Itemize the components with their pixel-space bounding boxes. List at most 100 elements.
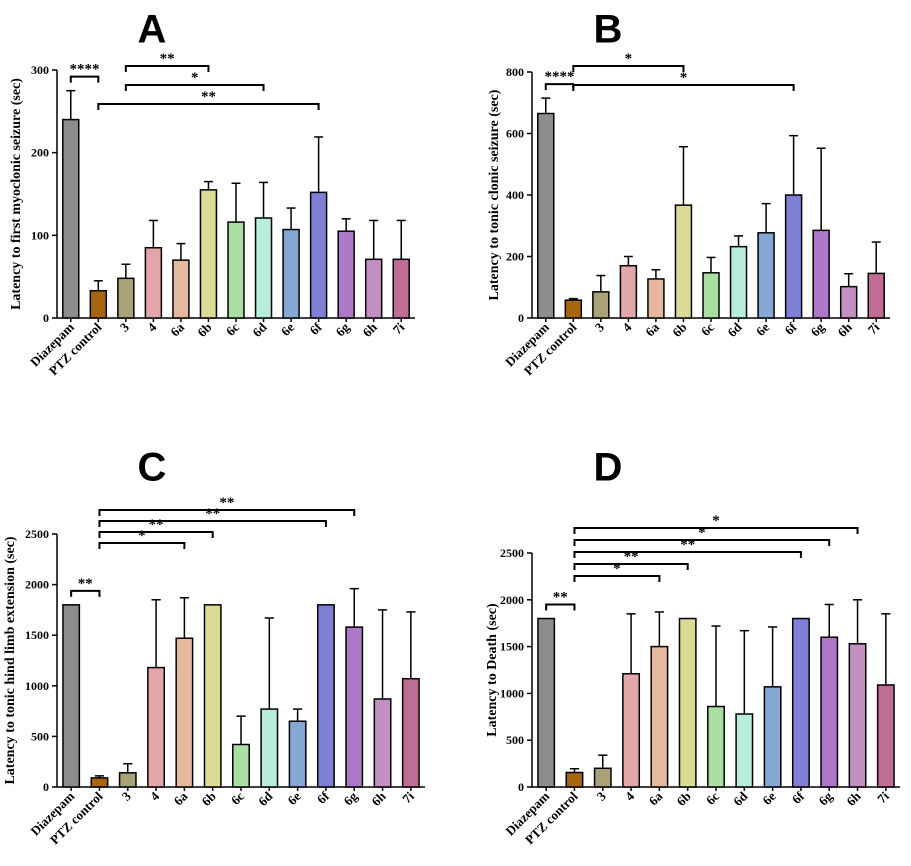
bar [619, 264, 638, 319]
x-tick-label: 6f [306, 319, 325, 338]
y-axis-label: Latency to tonic clonic seizure (sec) [487, 89, 502, 300]
x-tick-label: 6h [368, 788, 389, 809]
x-tick-label: 6d [730, 788, 751, 809]
bar [227, 221, 245, 319]
x-tick-label: 6d [724, 319, 745, 340]
x-tick-label: 6f [781, 319, 800, 338]
y-tick-label: 200 [506, 250, 524, 264]
panel-letter: D [594, 446, 623, 490]
x-tick-label: 6h [843, 788, 864, 809]
significance-label: ** [78, 576, 93, 592]
significance-bracket [573, 539, 831, 546]
bar [364, 258, 383, 319]
significance-bracket [69, 75, 100, 83]
x-tick-label: 4 [144, 319, 160, 335]
bar [144, 246, 163, 319]
significance-label: **** [70, 62, 100, 78]
y-axis-label: Latency to Death (sec) [485, 603, 500, 737]
x-tick-label: 6c [703, 788, 722, 807]
panel-b: B 0 200 400 600 800 Latency to tonic clonic se… [487, 8, 890, 378]
bar [839, 285, 858, 319]
y-tick-label: 0 [43, 780, 49, 794]
bar [622, 672, 641, 788]
bar [647, 278, 665, 319]
bar [254, 217, 273, 319]
x-tick-label: 7i [399, 788, 417, 806]
bar [199, 189, 218, 319]
y-axis-label: Latency to first myoclonic seizure (sec) [9, 78, 24, 310]
y-tick-label: 0 [518, 311, 524, 325]
x-tick-label: 3 [594, 788, 610, 804]
x-tick-label: 6c [228, 788, 247, 807]
bar [763, 686, 782, 788]
bar [820, 636, 839, 788]
x-tick-label: 6e [284, 788, 303, 807]
bar [537, 112, 555, 319]
panel-c: C 0 500 1000 1500 2000 2500 Latency to tonic hi… [3, 446, 425, 847]
y-tick-label: 1000 [25, 679, 49, 693]
significance-bracket [573, 527, 859, 534]
bar [392, 258, 410, 319]
bar [848, 643, 867, 788]
significance-bracket [97, 103, 320, 110]
y-tick-label: 500 [31, 729, 49, 743]
panel-a: A 0 100 200 300 Latency to first myoclonic se… [9, 8, 415, 378]
significance-bracket [98, 509, 356, 516]
bar [757, 232, 775, 319]
x-tick-label: 6a [167, 319, 187, 339]
bar [337, 230, 355, 319]
bar [309, 191, 328, 319]
y-tick-label: 1000 [500, 686, 524, 700]
y-tick-label: 0 [518, 780, 524, 794]
significance-label: * [698, 525, 706, 541]
significance-label: * [613, 561, 621, 577]
bar [345, 626, 364, 788]
x-tick-label: 6b [673, 789, 693, 809]
significance-bracket [124, 84, 265, 91]
y-tick-label: 1500 [500, 640, 524, 654]
x-tick-label: 7i [390, 319, 408, 337]
significance-bracket [124, 65, 210, 72]
x-tick-label: 6f [314, 788, 333, 807]
y-tick-label: 2500 [500, 546, 524, 560]
bar [147, 666, 166, 788]
x-tick-label: 7i [874, 788, 892, 806]
bar [593, 767, 612, 788]
x-tick-label: 6g [807, 319, 827, 339]
bar [118, 772, 137, 788]
x-tick-label: 6c [223, 319, 242, 338]
bar [812, 229, 830, 319]
bar [316, 604, 335, 788]
bar [288, 720, 307, 788]
y-tick-label: 600 [506, 127, 524, 141]
x-tick-label: 6f [789, 788, 808, 807]
bar [565, 771, 584, 788]
panel-d: D 0 500 1000 1500 2000 2500 Latency to Death (s… [485, 446, 900, 847]
bar [401, 677, 420, 788]
significance-label: ** [205, 506, 220, 522]
bar [707, 705, 725, 788]
x-tick-label: 6b [669, 320, 689, 340]
significance-bracket [572, 84, 795, 91]
significance-label: ** [160, 51, 175, 67]
x-tick-label: 6e [753, 319, 772, 338]
x-tick-label: 6a [646, 788, 666, 808]
y-tick-label: 200 [31, 146, 49, 160]
significance-bracket [573, 551, 802, 558]
x-tick-label: 6g [816, 788, 836, 808]
x-tick-label: 4 [147, 788, 163, 804]
y-tick-label: 1500 [25, 628, 49, 642]
significance-label: ** [149, 517, 164, 533]
bar [203, 604, 222, 788]
bar [876, 684, 895, 788]
y-tick-label: 2000 [500, 593, 524, 607]
panel-letter: B [594, 8, 623, 52]
significance-label: * [191, 70, 199, 86]
significance-label: ** [201, 89, 216, 105]
y-tick-label: 800 [506, 65, 524, 79]
x-tick-label: 4 [619, 319, 635, 335]
bar [89, 289, 108, 319]
significance-bracket [573, 575, 661, 582]
x-tick-label: 6h [359, 319, 380, 340]
